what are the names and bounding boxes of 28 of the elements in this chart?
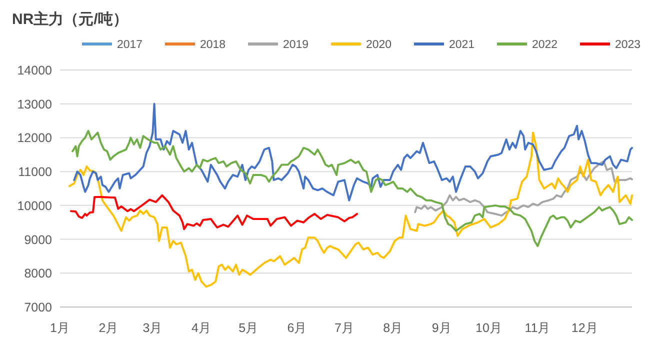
legend-label: 2017 [117, 39, 143, 51]
legend-label: 2023 [615, 39, 641, 51]
legend-label: 2020 [366, 39, 392, 51]
y-tick-label: 7000 [24, 300, 52, 314]
x-tick-label: 10月 [476, 321, 502, 335]
legend-label: 2019 [283, 39, 309, 51]
y-tick-label: 14000 [17, 64, 52, 78]
x-tick-label: 9月 [432, 321, 452, 335]
legend-label: 2018 [200, 39, 226, 51]
y-tick-label: 10000 [17, 198, 52, 213]
x-tick-label: 1月 [50, 321, 70, 335]
y-tick-label: 11000 [18, 165, 52, 180]
y-tick-label: 8000 [24, 266, 52, 281]
chart-title: NR主力（元/吨） [12, 10, 128, 28]
x-tick-label: 12月 [571, 321, 598, 335]
x-tick-label: 11月 [524, 321, 551, 335]
x-tick-label: 5月 [238, 321, 259, 335]
legend-label: 2021 [449, 39, 475, 51]
x-tick-label: 6月 [287, 321, 308, 335]
x-tick-label: 4月 [191, 321, 212, 335]
x-tick-label: 7月 [334, 321, 354, 335]
x-tick-label: 3月 [142, 321, 163, 335]
x-tick-label: 2月 [98, 321, 119, 335]
y-tick-label: 9000 [24, 232, 52, 247]
legend-label: 2022 [532, 39, 558, 51]
x-tick-label: 8月 [383, 321, 404, 335]
y-tick-label: 13000 [17, 97, 52, 112]
y-tick-label: 12000 [17, 131, 52, 146]
